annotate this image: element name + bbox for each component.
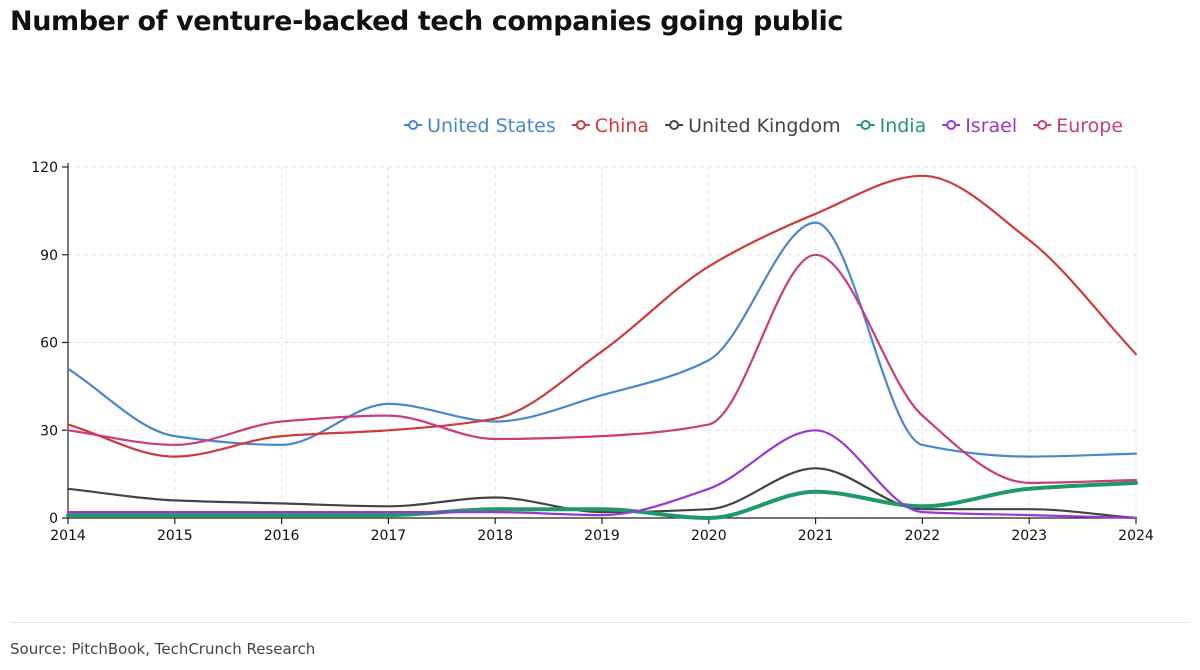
legend-label: China <box>595 115 649 137</box>
y-tick-label: 30 <box>40 423 58 439</box>
series-line-united-kingdom <box>66 467 1138 520</box>
legend-marker <box>669 120 680 130</box>
legend-item[interactable]: China <box>571 115 649 137</box>
legend-label: Israel <box>965 115 1017 137</box>
legend-label: United States <box>427 115 556 137</box>
legend-item[interactable]: Europe <box>1033 115 1123 137</box>
y-tick-label: 90 <box>40 248 58 264</box>
legend-marker <box>408 120 419 130</box>
source-note: Source: PitchBook, TechCrunch Research <box>10 640 316 658</box>
x-tick-label: 2020 <box>691 528 727 544</box>
series-lines <box>66 174 1138 520</box>
x-tick-label: 2016 <box>264 528 300 544</box>
legend-item[interactable]: Israel <box>942 115 1017 137</box>
x-tick-label: 2014 <box>50 528 86 544</box>
x-tick-label: 2015 <box>157 528 193 544</box>
x-tick-label: 2023 <box>1011 528 1047 544</box>
series-line-united-states <box>66 221 1138 458</box>
legend-item[interactable]: United States <box>404 115 556 137</box>
legend-label: India <box>880 115 927 137</box>
grid <box>68 166 1137 518</box>
axes: 0 30 60 90 120 2014 2015 2016 2017 2018 2019 2020 20… <box>31 160 1154 544</box>
legend-marker <box>575 120 586 130</box>
legend-marker <box>860 120 871 130</box>
x-tick-label: 2019 <box>584 528 620 544</box>
legend-item[interactable]: United Kingdom <box>665 115 841 137</box>
series-line-india <box>66 480 1138 520</box>
y-tick-label: 60 <box>40 336 58 352</box>
footer-divider <box>10 622 1188 623</box>
x-tick-label: 2024 <box>1118 528 1154 544</box>
x-tick-label: 2022 <box>905 528 941 544</box>
legend-item[interactable]: India <box>856 115 927 137</box>
series-line-china <box>66 174 1138 458</box>
series-line-europe <box>66 253 1138 484</box>
legend: United States China United Kingdom India Isr… <box>404 115 1123 137</box>
legend-label: United Kingdom <box>688 115 841 137</box>
legend-label: Europe <box>1056 115 1123 137</box>
y-tick-label: 0 <box>49 511 58 527</box>
x-tick-label: 2017 <box>371 528 407 544</box>
chart-title: Number of venture-backed tech companies … <box>10 6 843 37</box>
y-tick-label: 120 <box>31 160 58 176</box>
legend-marker <box>1037 120 1048 130</box>
legend-marker <box>946 120 957 130</box>
x-tick-label: 2021 <box>798 528 834 544</box>
x-tick-label: 2018 <box>477 528 513 544</box>
series-line-israel <box>66 429 1138 520</box>
